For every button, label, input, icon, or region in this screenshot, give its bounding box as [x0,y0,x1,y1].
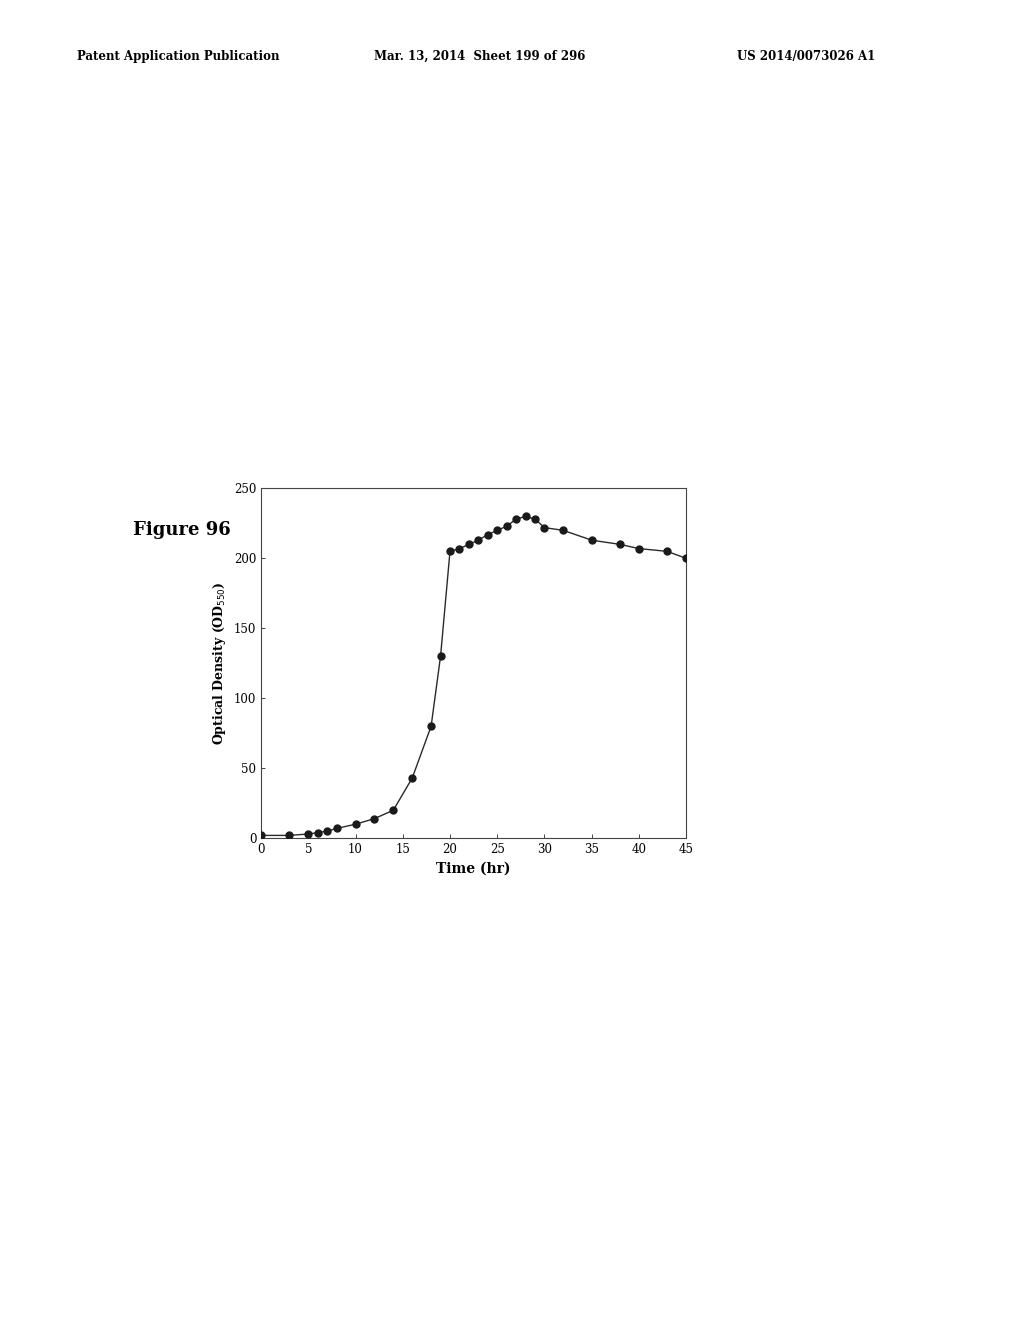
Text: Figure 96: Figure 96 [133,521,230,540]
Text: Patent Application Publication: Patent Application Publication [77,50,280,63]
Text: Mar. 13, 2014  Sheet 199 of 296: Mar. 13, 2014 Sheet 199 of 296 [374,50,585,63]
Y-axis label: Optical Density (OD$_{550}$): Optical Density (OD$_{550}$) [211,582,228,744]
X-axis label: Time (hr): Time (hr) [436,862,511,875]
Text: US 2014/0073026 A1: US 2014/0073026 A1 [737,50,876,63]
